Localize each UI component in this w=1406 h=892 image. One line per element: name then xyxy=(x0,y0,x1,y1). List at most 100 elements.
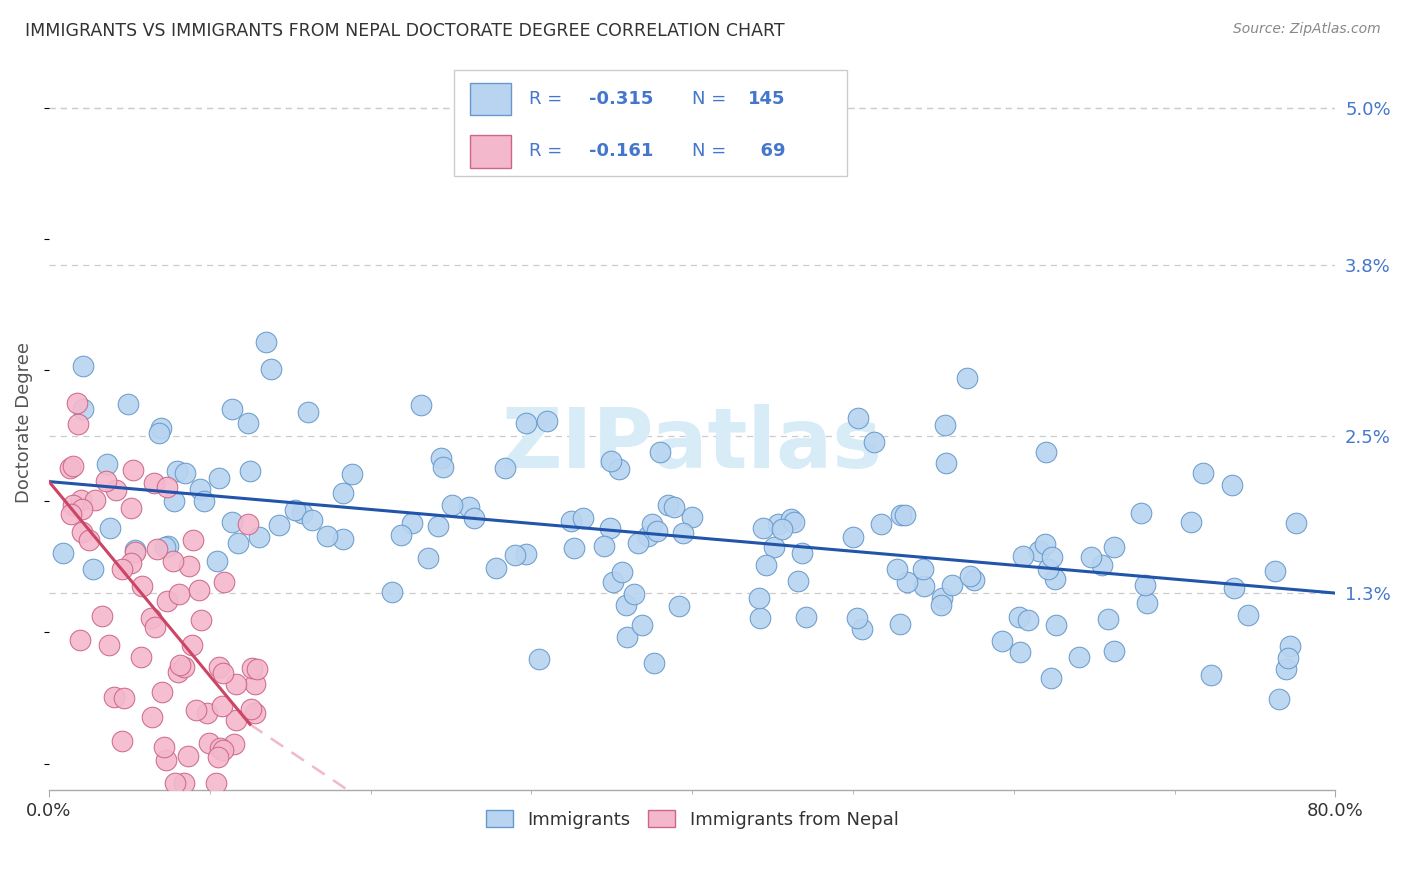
Point xyxy=(98,638,121,652)
Point xyxy=(204,776,226,790)
Point xyxy=(239,464,262,478)
Point xyxy=(120,501,142,516)
Point xyxy=(389,528,412,542)
Point xyxy=(846,410,869,425)
Text: 69: 69 xyxy=(748,142,785,160)
Legend: Immigrants, Immigrants from Nepal: Immigrants, Immigrants from Nepal xyxy=(478,803,905,836)
Point xyxy=(645,524,668,538)
Point xyxy=(889,508,911,522)
Point xyxy=(69,633,91,648)
Point xyxy=(401,516,423,530)
Point xyxy=(167,587,190,601)
Point xyxy=(562,541,585,555)
Point xyxy=(198,736,221,750)
Point xyxy=(157,539,180,553)
Point xyxy=(440,498,463,512)
Point xyxy=(599,453,621,467)
Point xyxy=(1097,612,1119,626)
Point xyxy=(662,500,685,515)
Point xyxy=(1091,558,1114,572)
Point xyxy=(1133,578,1156,592)
Point xyxy=(77,533,100,547)
Point xyxy=(1199,667,1222,681)
Point xyxy=(243,676,266,690)
Point xyxy=(911,562,934,576)
Point xyxy=(166,464,188,478)
Point xyxy=(894,508,917,523)
Point xyxy=(627,536,650,550)
Point xyxy=(163,494,186,508)
Point xyxy=(122,463,145,477)
Point xyxy=(90,608,112,623)
Point xyxy=(117,397,139,411)
Point xyxy=(153,739,176,754)
Point xyxy=(614,599,637,613)
Point xyxy=(749,611,772,625)
Point xyxy=(416,551,439,566)
Point xyxy=(607,462,630,476)
Point xyxy=(668,599,690,613)
Point xyxy=(631,618,654,632)
Text: N =: N = xyxy=(692,142,733,160)
Point xyxy=(208,740,231,755)
Point xyxy=(225,713,247,727)
Point xyxy=(169,657,191,672)
Point xyxy=(260,362,283,376)
Point xyxy=(211,699,233,714)
Point xyxy=(181,533,204,547)
Point xyxy=(70,493,93,508)
Point xyxy=(1264,564,1286,578)
Point xyxy=(226,536,249,550)
Point xyxy=(103,690,125,704)
Point xyxy=(291,506,314,520)
Point xyxy=(641,516,664,531)
Point xyxy=(426,518,449,533)
Point xyxy=(657,498,679,512)
Point xyxy=(681,510,703,524)
Text: 145: 145 xyxy=(748,90,785,108)
Point xyxy=(430,450,453,465)
Text: Source: ZipAtlas.com: Source: ZipAtlas.com xyxy=(1233,22,1381,37)
Point xyxy=(851,622,873,636)
Point xyxy=(896,574,918,589)
Point xyxy=(72,359,94,374)
Point xyxy=(1129,506,1152,520)
Point xyxy=(143,475,166,490)
Point xyxy=(167,665,190,679)
Point xyxy=(870,516,893,531)
Point xyxy=(174,467,197,481)
Point xyxy=(1067,650,1090,665)
Point xyxy=(1180,515,1202,529)
Point xyxy=(1237,608,1260,623)
Text: ZIPatlas: ZIPatlas xyxy=(502,404,883,485)
Point xyxy=(187,582,209,597)
Point xyxy=(96,474,118,488)
Point xyxy=(212,665,235,680)
Point xyxy=(98,521,121,535)
Point xyxy=(956,371,979,385)
Point xyxy=(84,493,107,508)
Point xyxy=(146,541,169,556)
Point xyxy=(643,656,665,670)
FancyBboxPatch shape xyxy=(454,70,846,177)
Point xyxy=(141,611,163,625)
Point xyxy=(748,591,770,606)
Point xyxy=(208,471,231,485)
Point xyxy=(247,530,270,544)
Point xyxy=(124,542,146,557)
Text: IMMIGRANTS VS IMMIGRANTS FROM NEPAL DOCTORATE DEGREE CORRELATION CHART: IMMIGRANTS VS IMMIGRANTS FROM NEPAL DOCT… xyxy=(25,22,785,40)
Point xyxy=(207,750,229,764)
Point xyxy=(177,558,200,573)
FancyBboxPatch shape xyxy=(470,136,510,168)
Point xyxy=(120,556,142,570)
Point xyxy=(82,562,104,576)
Point xyxy=(494,461,516,475)
Point xyxy=(59,461,82,475)
Point xyxy=(796,610,818,624)
Point xyxy=(572,511,595,525)
Point xyxy=(163,776,186,790)
Point xyxy=(1223,581,1246,595)
Point xyxy=(112,690,135,705)
Point xyxy=(52,545,75,559)
Point xyxy=(70,525,93,540)
